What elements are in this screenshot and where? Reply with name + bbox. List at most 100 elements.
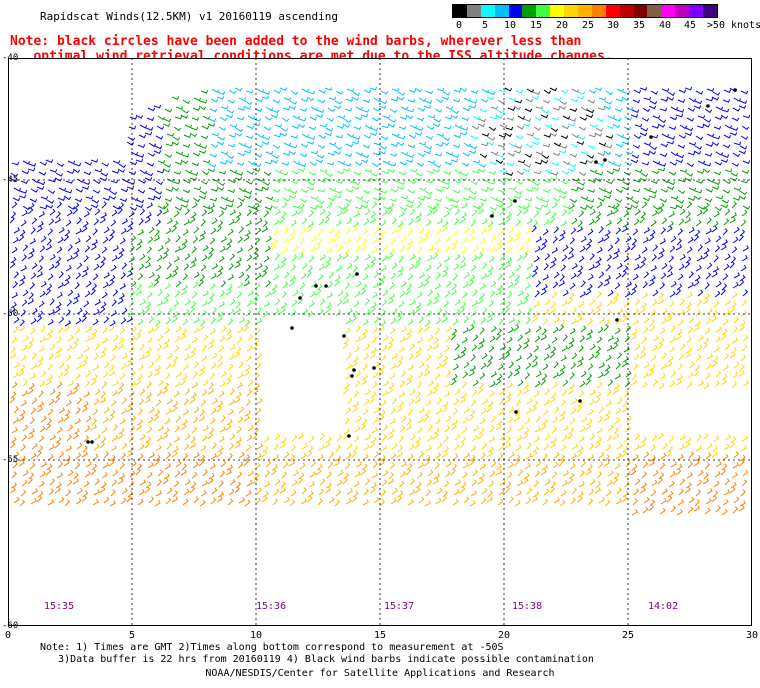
wind-barb	[352, 265, 358, 273]
wind-barb	[345, 143, 354, 148]
wind-barb	[200, 399, 207, 407]
wind-barb	[714, 380, 720, 388]
wind-barb	[144, 131, 153, 136]
wind-barb	[244, 145, 253, 149]
wind-barb	[390, 497, 397, 505]
wind-barb	[265, 280, 271, 288]
wind-barb	[128, 480, 135, 488]
wind-barb	[219, 335, 226, 343]
wind-barb	[549, 176, 558, 181]
wind-barb	[406, 418, 412, 426]
wind-barb	[409, 388, 416, 396]
wind-barb	[200, 309, 207, 317]
wind-barb	[632, 363, 639, 371]
wind-barb	[120, 452, 127, 460]
wind-barb	[463, 361, 470, 369]
wind-barb	[498, 263, 505, 271]
wind-barb	[180, 159, 189, 165]
wind-barb	[22, 289, 29, 297]
wind-barb	[693, 325, 700, 332]
wind-barb	[472, 469, 479, 477]
wind-barb	[615, 452, 622, 460]
wind-barb	[254, 328, 261, 335]
wind-barb	[351, 360, 358, 368]
wind-barb	[334, 455, 341, 462]
wind-barb	[463, 187, 472, 191]
wind-barb	[535, 236, 542, 243]
wind-barb	[38, 171, 47, 176]
wind-barb	[490, 460, 497, 468]
wind-barb	[31, 442, 38, 450]
wind-barb	[652, 469, 659, 477]
wind-barb	[424, 320, 431, 327]
wind-barb	[435, 497, 442, 505]
wind-barb	[479, 108, 488, 113]
wind-barb	[676, 109, 685, 113]
wind-barb	[342, 387, 349, 395]
wind-barb	[560, 180, 569, 185]
wind-barb	[72, 298, 79, 305]
wind-barb	[559, 100, 568, 106]
wind-barb	[697, 289, 704, 297]
wind-barb	[49, 434, 56, 441]
wind-barb	[390, 407, 396, 415]
wind-barb	[399, 336, 406, 343]
wind-barb	[262, 445, 269, 453]
wind-barb	[589, 343, 596, 351]
wind-barb	[30, 317, 37, 325]
wind-barb	[57, 282, 64, 289]
wind-barb	[210, 143, 219, 149]
wind-barb	[336, 210, 343, 217]
wind-barb	[515, 90, 524, 94]
wind-barb	[562, 160, 571, 166]
wind-barb	[227, 228, 234, 236]
wind-barb	[363, 218, 370, 226]
wind-barb	[514, 409, 520, 417]
wind-barb	[245, 355, 252, 362]
wind-barb	[415, 347, 422, 354]
wind-barb	[361, 199, 370, 204]
wind-barb	[721, 108, 730, 113]
wind-barb	[354, 425, 361, 433]
wind-barb	[578, 255, 585, 263]
wind-barb	[308, 210, 314, 218]
wind-barb	[621, 495, 628, 503]
wind-barb	[229, 169, 238, 174]
wind-barb	[337, 160, 346, 165]
wind-barb	[163, 338, 170, 345]
wind-barb	[640, 172, 649, 178]
wind-barb	[543, 353, 550, 361]
wind-barb	[678, 218, 685, 226]
wind-barb	[441, 405, 448, 413]
wind-barb	[687, 236, 694, 244]
wind-barb	[534, 246, 541, 253]
wind-barb	[711, 495, 718, 503]
wind-barb	[459, 87, 468, 92]
wind-barb	[307, 490, 314, 498]
wind-barb	[333, 279, 340, 287]
wind-barb	[497, 99, 506, 105]
wind-barb	[578, 435, 585, 443]
wind-barb	[597, 461, 604, 469]
wind-barb	[94, 388, 101, 396]
wind-barb	[667, 221, 674, 228]
wind-barb	[531, 186, 540, 191]
wind-barb	[469, 365, 476, 372]
wind-barb	[642, 107, 651, 113]
wind-barb	[327, 107, 336, 113]
wind-barb	[390, 363, 397, 370]
wind-barb	[182, 229, 189, 236]
wind-barb	[454, 388, 461, 396]
wind-barb	[129, 116, 138, 120]
wind-barb	[706, 88, 715, 92]
wind-barb	[552, 197, 561, 202]
wind-barb	[387, 342, 393, 350]
wind-barb	[585, 204, 594, 210]
wind-barb	[661, 442, 668, 450]
wind-barb	[360, 423, 366, 431]
wind-barb	[643, 96, 652, 101]
wind-barb	[247, 424, 254, 432]
wind-barb	[76, 262, 83, 270]
wind-barb	[165, 452, 171, 460]
wind-barb	[443, 300, 450, 308]
